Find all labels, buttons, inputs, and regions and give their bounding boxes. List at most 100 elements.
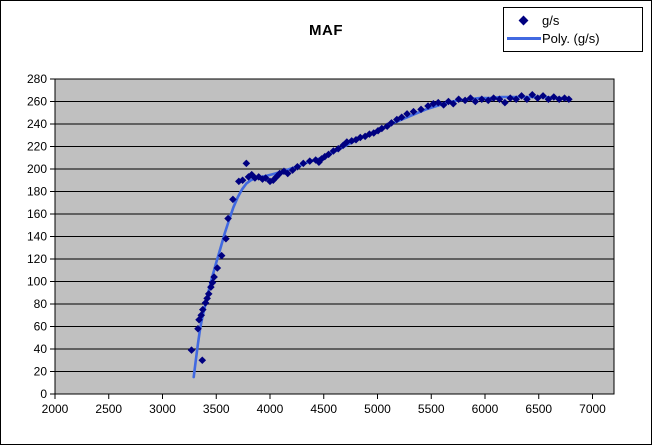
legend-item-poly: Poly. (g/s) [504,29,642,47]
y-tick-label: 80 [34,297,48,311]
x-tick-label: 3500 [203,402,230,416]
data-point-marker [449,99,458,108]
data-point-marker [197,311,205,320]
data-point-marker [477,95,486,104]
x-tick-label: 2000 [42,402,69,416]
y-tick-label: 180 [27,185,47,199]
y-tick-label: 160 [27,207,47,221]
data-point-marker [275,169,284,178]
data-point-marker [501,98,509,107]
data-point-marker [238,176,247,185]
data-point-marker [224,214,232,223]
data-point-marker [397,113,406,122]
data-point-marker [222,234,230,243]
data-point-marker [356,133,365,142]
data-point-marker [544,95,553,104]
y-tick-label: 200 [27,162,47,176]
legend-label: g/s [542,12,560,28]
data-point-marker [533,94,542,102]
data-point-marker [403,110,411,118]
data-point-marker [293,162,302,171]
data-point-marker [299,159,308,168]
x-tick-label: 2500 [95,402,122,416]
x-tick-label: 4000 [257,402,284,416]
data-point-marker [261,174,270,182]
data-point-marker [417,105,425,114]
data-point-marker [383,122,391,131]
data-point-marker [424,102,432,110]
x-tick-label: 3000 [149,402,176,416]
data-point-marker [528,90,537,99]
data-point-marker [484,96,493,105]
data-point-marker [409,107,418,116]
y-tick-label: 60 [34,320,48,334]
legend: g/s Poly. (g/s) [503,7,643,52]
y-tick-label: 40 [34,342,48,356]
data-point-marker [539,92,547,100]
x-tick-label: 6000 [472,402,499,416]
legend-label: Poly. (g/s) [542,30,600,46]
y-tick-label: 240 [27,117,47,131]
x-tick-label: 5000 [364,402,391,416]
data-point-marker [489,94,498,102]
legend-swatch-area [504,36,542,40]
data-point-marker [194,324,202,333]
x-tick-label: 4500 [310,402,337,416]
data-point-marker [471,97,480,106]
y-tick-label: 280 [27,72,47,86]
data-point-marker [343,138,351,146]
data-point-marker [439,101,448,109]
data-point-marker [217,251,226,260]
data-point-marker [204,290,213,298]
y-tick-label: 0 [40,387,47,401]
data-point-marker [512,95,520,104]
x-tick-label: 6500 [525,402,552,416]
data-point-marker [254,173,263,181]
data-point-marker [434,98,443,107]
y-tick-label: 220 [27,140,47,154]
data-point-marker [324,150,333,159]
data-point-marker [203,294,211,303]
y-tick-label: 140 [27,230,47,244]
data-point-marker [550,93,558,101]
data-point-marker [208,278,217,287]
data-point-marker [461,96,469,105]
data-point-marker [555,95,563,104]
y-tick-label: 100 [27,275,47,289]
data-point-marker [329,147,338,155]
data-point-marker [288,166,297,174]
y-tick-label: 20 [34,365,48,379]
data-point-marker [187,346,196,354]
data-point-marker [454,95,463,104]
diamond-marker-icon [518,15,528,25]
data-point-marker [213,264,222,272]
legend-item-gs: g/s [504,11,642,29]
data-point-marker [369,129,378,137]
y-tick-label: 260 [27,95,47,109]
data-point-marker [506,94,515,102]
data-point-marker [283,169,292,178]
data-point-marker [495,95,504,104]
data-point-marker [198,356,207,365]
y-tick-label: 120 [27,252,47,266]
legend-swatch-area [504,15,542,25]
data-point-marker [523,95,531,104]
data-point-marker [466,94,475,102]
x-tick-label: 5500 [418,402,445,416]
data-point-marker [429,99,438,108]
data-point-marker [565,95,573,104]
data-point-marker [210,273,218,281]
trendline-swatch-icon [507,36,541,40]
data-point-marker [242,159,251,168]
data-point-marker [195,315,203,324]
data-point-marker [229,195,237,204]
chart-title: MAF [309,22,343,39]
data-point-marker [199,305,207,314]
data-point-marker [517,92,526,100]
data-point-marker [378,124,386,133]
data-point-marker [334,144,343,153]
data-point-marker [387,119,396,127]
data-point-marker [305,157,314,165]
